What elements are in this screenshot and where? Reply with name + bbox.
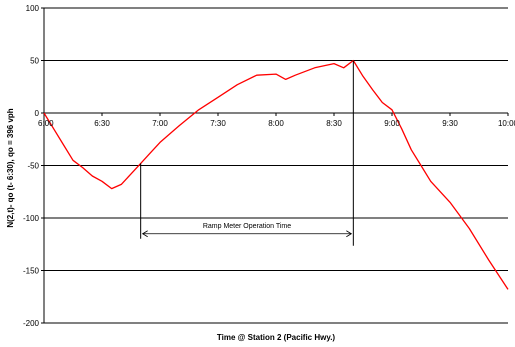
y-tick-label: 0 xyxy=(35,109,40,118)
arrowhead-right-icon xyxy=(346,230,353,238)
x-tick-label: 8:00 xyxy=(268,119,284,128)
gridlines xyxy=(44,7,508,324)
arrowhead-left-icon xyxy=(141,230,148,238)
y-tick-label: -200 xyxy=(23,319,40,328)
x-axis-title: Time @ Station 2 (Pacific Hwy.) xyxy=(217,333,336,342)
x-tick-label: 8:30 xyxy=(326,119,342,128)
x-tick-label: 7:30 xyxy=(210,119,226,128)
y-tick-label: 100 xyxy=(26,4,40,13)
series-line xyxy=(43,59,509,290)
x-tick-label: 10:00 xyxy=(498,119,515,128)
y-axis-title: N(2,t)- qo (t- 6:30), qo = 396 vph xyxy=(6,108,15,227)
tick-labels: 100 50 0 -50 -100 -150 -200 6:00 6:30 7:00 7:30 8:0… xyxy=(23,4,515,328)
axes xyxy=(41,7,509,324)
y-tick-label: -100 xyxy=(23,214,40,223)
annotation-label: Ramp Meter Operation Time xyxy=(203,223,291,230)
series xyxy=(43,59,509,290)
x-tick-label: 6:00 xyxy=(38,119,54,128)
x-tick-label: 9:30 xyxy=(442,119,458,128)
annotations: Ramp Meter Operation Time xyxy=(140,60,354,246)
y-tick-label: 50 xyxy=(30,57,39,66)
x-tick-label: 7:00 xyxy=(152,119,168,128)
y-tick-label: -150 xyxy=(23,267,40,276)
x-tick-label: 6:30 xyxy=(94,119,110,128)
y-tick-label: -50 xyxy=(27,162,39,171)
x-tick-label: 9:00 xyxy=(384,119,400,128)
